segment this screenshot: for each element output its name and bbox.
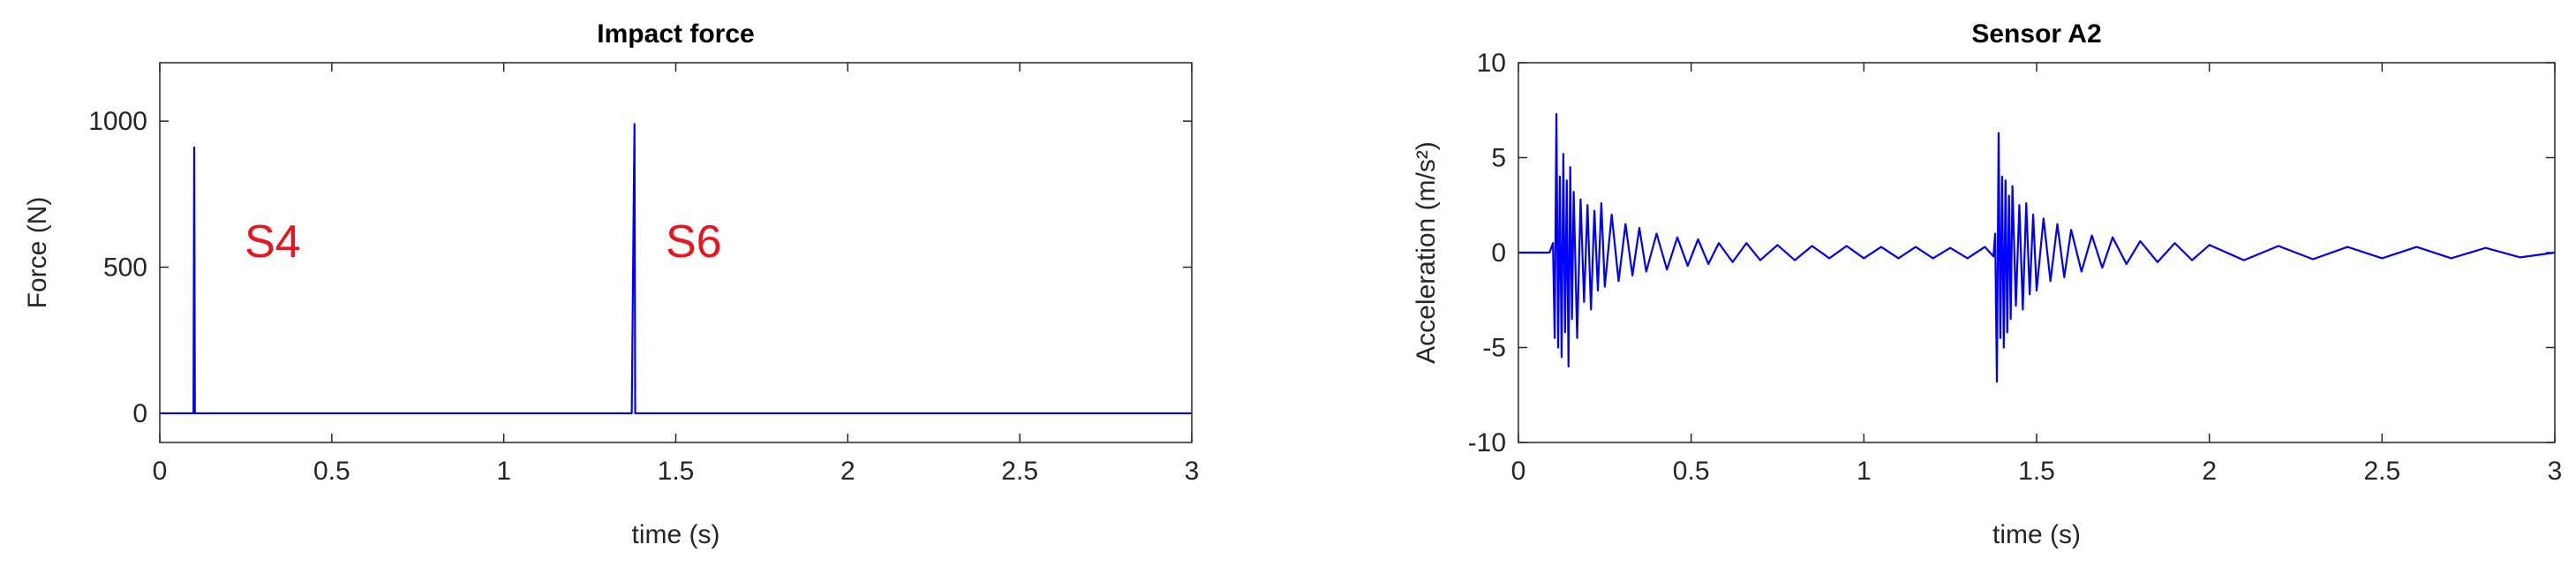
data-line xyxy=(160,123,1192,415)
y-tick-label: -5 xyxy=(1482,334,1506,363)
x-tick-label: 0 xyxy=(1511,457,1526,486)
x-tick-label: 0.5 xyxy=(1673,457,1710,486)
x-tick-label: 0 xyxy=(153,457,168,486)
x-tick-label: 2.5 xyxy=(1001,457,1038,486)
axes-box xyxy=(159,62,1193,443)
x-tick-label: 0.5 xyxy=(313,457,350,486)
x-tick-label: 3 xyxy=(2548,457,2563,486)
y-tick-label: 10 xyxy=(1477,49,1506,78)
axes-box xyxy=(1518,62,2556,443)
x-tick-label: 1.5 xyxy=(658,457,695,486)
y-axis-label: Force (N) xyxy=(23,197,52,309)
x-tick-label: 2 xyxy=(840,457,855,486)
annotation: S6 xyxy=(666,216,722,268)
x-tick-label: 2 xyxy=(2202,457,2217,486)
x-tick-label: 1.5 xyxy=(2018,457,2055,486)
plot-area xyxy=(1518,63,2555,442)
data-line xyxy=(1518,112,2556,383)
x-tick-label: 2.5 xyxy=(2363,457,2400,486)
x-tick-label: 1 xyxy=(496,457,511,486)
y-tick-label: 0 xyxy=(1491,238,1506,268)
plot-area xyxy=(160,63,1192,442)
y-tick-label: -10 xyxy=(1468,428,1506,457)
y-tick-label: 5 xyxy=(1491,144,1506,173)
x-tick-label: 1 xyxy=(1857,457,1872,486)
chart-title: Impact force xyxy=(597,19,754,49)
x-axis-label: time (s) xyxy=(1992,520,2081,549)
y-tick-label: 1000 xyxy=(88,107,147,136)
annotation: S4 xyxy=(245,216,301,268)
x-axis-label: time (s) xyxy=(632,520,720,549)
chart-title: Sensor A2 xyxy=(1971,19,2101,49)
y-tick-label: 500 xyxy=(103,253,147,283)
y-axis-label: Acceleration (m/s²) xyxy=(1412,141,1441,364)
x-tick-label: 3 xyxy=(1185,457,1200,486)
y-tick-label: 0 xyxy=(132,399,147,428)
